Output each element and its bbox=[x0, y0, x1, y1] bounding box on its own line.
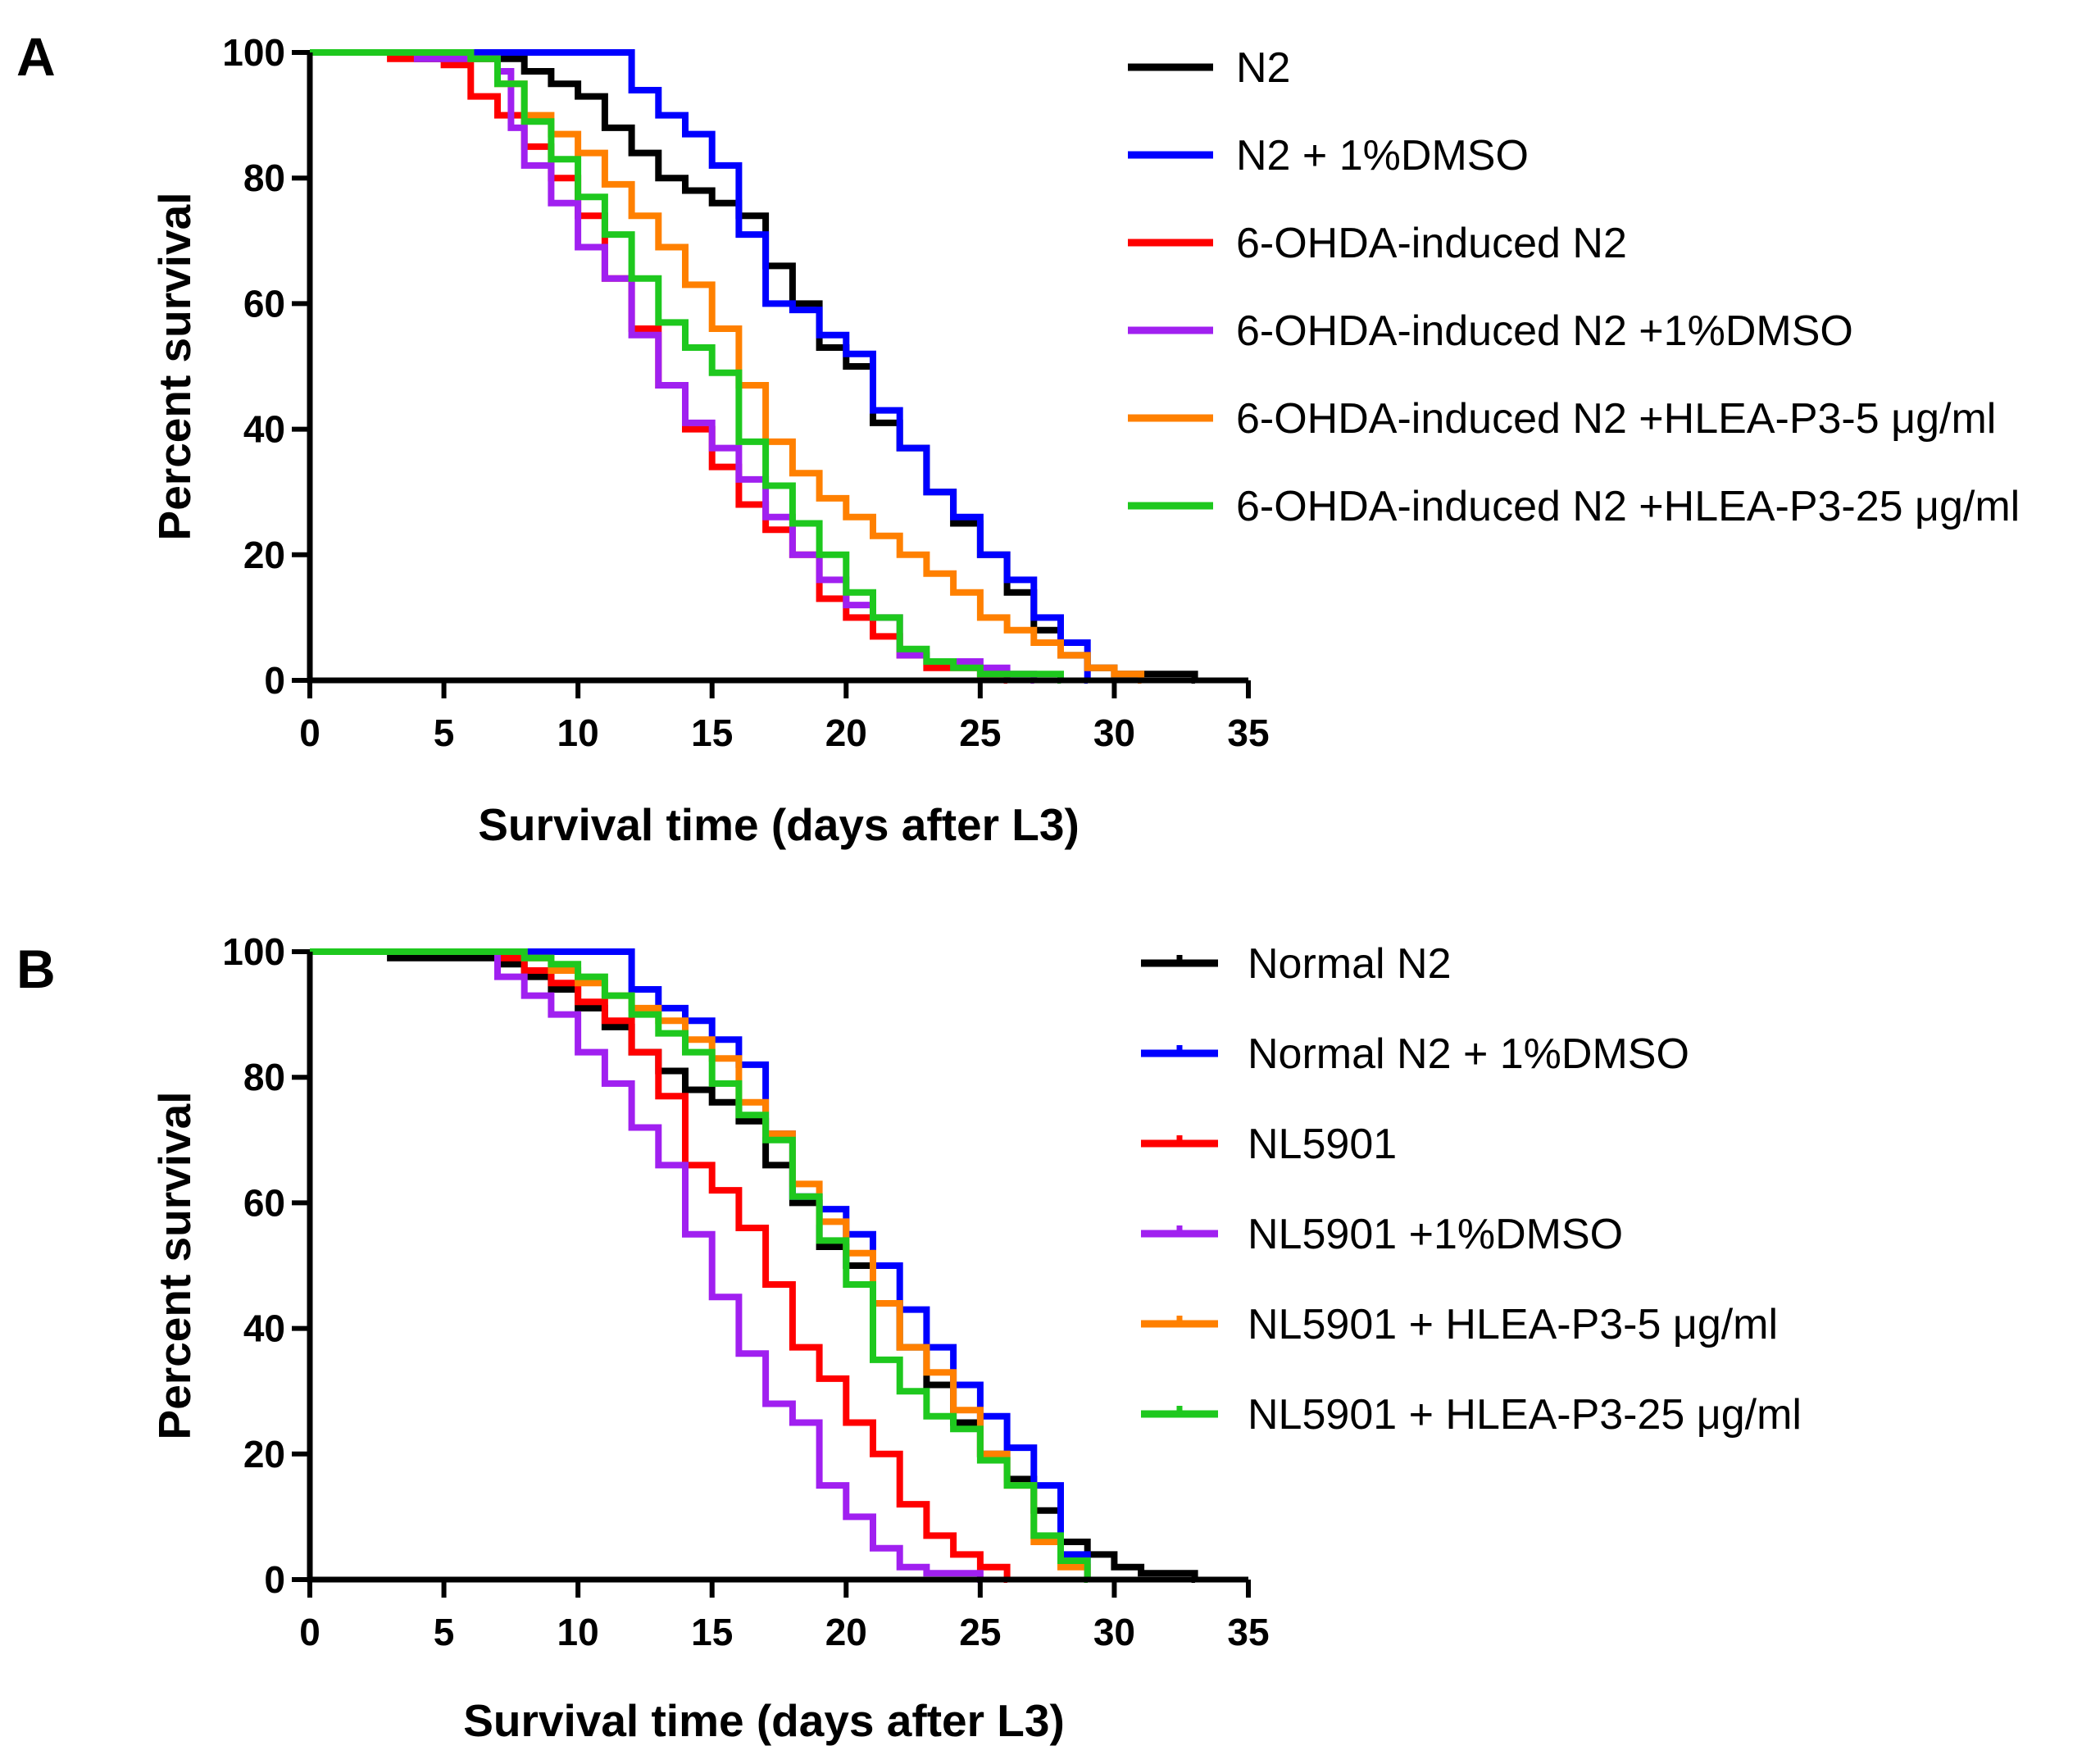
legend-label: NL5901 +1%DMSO bbox=[1248, 1211, 1623, 1258]
series-line bbox=[310, 948, 1091, 1583]
series-line bbox=[310, 49, 1091, 684]
series-line bbox=[310, 948, 984, 1583]
chart-panel-b: B 0 20 40 60 80 100 0 5 10 15 20 25 30 35 Percent survi… bbox=[16, 930, 1802, 1746]
y-tick-label: 80 bbox=[243, 1056, 285, 1098]
x-tick-label: 10 bbox=[557, 1611, 599, 1653]
y-tick-label: 80 bbox=[243, 157, 285, 199]
x-tick-label: 5 bbox=[434, 1611, 455, 1653]
legend-item: NL5901 +1%DMSO bbox=[1141, 1211, 1623, 1258]
legend-item: 6-OHDA-induced N2 bbox=[1128, 220, 1627, 267]
series-line bbox=[310, 49, 1038, 684]
y-tick-label: 0 bbox=[264, 659, 285, 702]
legend-label: NL5901 bbox=[1248, 1121, 1397, 1168]
y-tick-label: 60 bbox=[243, 282, 285, 325]
x-tick-label: 10 bbox=[557, 712, 599, 754]
chart-panel-a: A 0 20 40 60 80 100 0 5 10 15 20 25 30 35 Percent survi… bbox=[16, 26, 2020, 850]
x-tick-label: 35 bbox=[1227, 1611, 1269, 1653]
x-tick-label: 20 bbox=[825, 1611, 867, 1653]
legend-label: Normal N2 + 1%DMSO bbox=[1248, 1030, 1689, 1078]
legend: N2 N2 + 1%DMSO 6-OHDA-induced N2 6-OHDA-ind… bbox=[1128, 44, 2020, 530]
y-tick-label: 60 bbox=[243, 1181, 285, 1224]
legend-label: NL5901 + HLEA-P3-5 μg/ml bbox=[1248, 1301, 1778, 1348]
x-tick-label: 30 bbox=[1093, 1611, 1135, 1653]
panel-letter: B bbox=[16, 939, 56, 999]
x-tick-label: 30 bbox=[1093, 712, 1135, 754]
y-tick-label: 0 bbox=[264, 1558, 285, 1601]
y-tick-label: 20 bbox=[243, 1433, 285, 1475]
legend-item: NL5901 + HLEA-P3-25 μg/ml bbox=[1141, 1391, 1802, 1439]
x-tick-label: 5 bbox=[434, 712, 455, 754]
legend-label: 6-OHDA-induced N2 +HLEA-P3-25 μg/ml bbox=[1236, 483, 2020, 530]
panel-letter: A bbox=[16, 26, 56, 87]
legend-label: N2 bbox=[1236, 44, 1290, 92]
y-tick-label: 100 bbox=[222, 930, 285, 973]
x-axis-title: Survival time (days after L3) bbox=[463, 1695, 1065, 1746]
legend-item: NL5901 + HLEA-P3-5 μg/ml bbox=[1141, 1301, 1778, 1348]
legend-item: Normal N2 + 1%DMSO bbox=[1141, 1030, 1689, 1078]
x-tick-label: 15 bbox=[691, 1611, 733, 1653]
legend-item: Normal N2 bbox=[1141, 940, 1452, 988]
legend-item: NL5901 bbox=[1141, 1121, 1397, 1168]
legend-item: 6-OHDA-induced N2 +HLEA-P3-5 μg/ml bbox=[1128, 395, 1996, 443]
legend: Normal N2 Normal N2 + 1%DMSO NL5901 NL5901 … bbox=[1141, 940, 1802, 1439]
x-tick-label: 20 bbox=[825, 712, 867, 754]
x-tick-label: 35 bbox=[1227, 712, 1269, 754]
series-line bbox=[310, 948, 1091, 1583]
legend-item: N2 bbox=[1128, 44, 1290, 92]
legend-label: NL5901 + HLEA-P3-25 μg/ml bbox=[1248, 1391, 1802, 1439]
x-tick-label: 15 bbox=[691, 712, 733, 754]
x-tick-label: 0 bbox=[299, 1611, 320, 1653]
legend-item: 6-OHDA-induced N2 +HLEA-P3-25 μg/ml bbox=[1128, 483, 2020, 530]
y-tick-label: 20 bbox=[243, 534, 285, 576]
series-line bbox=[310, 49, 1064, 684]
legend-label: Normal N2 bbox=[1248, 940, 1452, 988]
y-axis-title: Percent survival bbox=[149, 193, 200, 541]
series-line bbox=[310, 49, 1198, 684]
series-line bbox=[310, 49, 1145, 684]
y-axis-title: Percent survival bbox=[149, 1092, 200, 1440]
x-tick-label: 0 bbox=[299, 712, 320, 754]
y-tick-label: 40 bbox=[243, 408, 285, 451]
x-tick-label: 25 bbox=[959, 1611, 1001, 1653]
x-tick-label: 25 bbox=[959, 712, 1001, 754]
legend-label: 6-OHDA-induced N2 +HLEA-P3-5 μg/ml bbox=[1236, 395, 1996, 443]
series-line bbox=[310, 948, 1011, 1583]
y-tick-label: 40 bbox=[243, 1307, 285, 1350]
y-tick-label: 100 bbox=[222, 31, 285, 74]
legend-label: 6-OHDA-induced N2 +1%DMSO bbox=[1236, 307, 1853, 355]
legend-label: 6-OHDA-induced N2 bbox=[1236, 220, 1627, 267]
series-line bbox=[310, 948, 1091, 1583]
legend-item: 6-OHDA-induced N2 +1%DMSO bbox=[1128, 307, 1853, 355]
legend-item: N2 + 1%DMSO bbox=[1128, 132, 1529, 180]
x-axis-title: Survival time (days after L3) bbox=[478, 799, 1080, 850]
legend-label: N2 + 1%DMSO bbox=[1236, 132, 1529, 180]
